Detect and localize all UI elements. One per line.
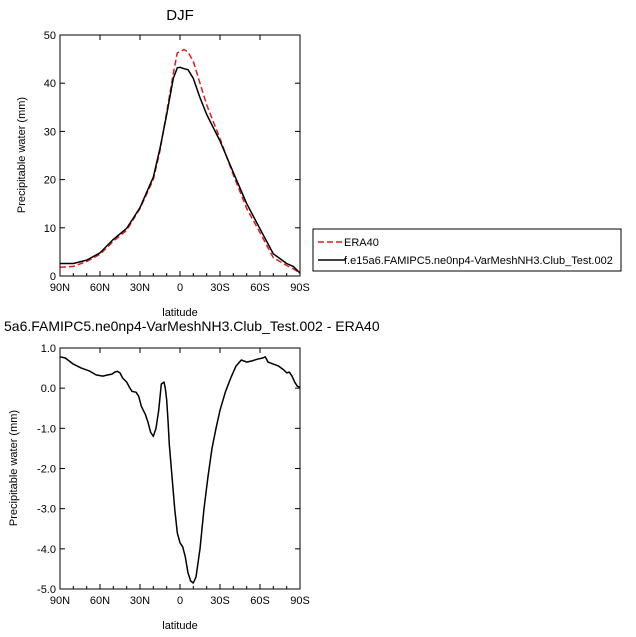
top-x-tick-label: 30N bbox=[130, 282, 150, 294]
top-x-axis-label: latitude bbox=[162, 307, 197, 319]
legend-label-series-2: f.e15a6.FAMIPC5.ne0np4-VarMeshNH3.Club_T… bbox=[344, 255, 613, 267]
top-x-tick-label: 90N bbox=[50, 282, 70, 294]
top-x-tick-label: 0 bbox=[177, 282, 183, 294]
bottom-x-tick-label: 90N bbox=[50, 595, 70, 607]
top-y-tick-label: 50 bbox=[44, 30, 56, 42]
top-y-tick-label: 0 bbox=[50, 271, 56, 283]
top-x-tick-label: 60S bbox=[250, 282, 270, 294]
bottom-x-axis-label: latitude bbox=[162, 620, 197, 632]
top-x-tick-label: 60N bbox=[90, 282, 110, 294]
bottom-x-tick-label: 90S bbox=[290, 595, 310, 607]
legend-label-series-1: ERA40 bbox=[344, 237, 379, 249]
bottom-y-tick-label: -2.0 bbox=[37, 464, 56, 476]
bottom-plot-frame bbox=[59, 347, 301, 590]
bottom-y-tick-label: 1.0 bbox=[41, 343, 56, 355]
bottom-y-tick-label: 0.0 bbox=[41, 383, 56, 395]
top-series-line-2 bbox=[60, 66, 301, 274]
top-x-tick-label: 30S bbox=[210, 282, 230, 294]
bottom-x-tick-label: 60S bbox=[250, 595, 270, 607]
top-y-tick-label: 20 bbox=[44, 175, 56, 187]
top-series-line-1 bbox=[59, 48, 301, 274]
legend-box bbox=[312, 228, 622, 272]
top-x-tick-label: 90S bbox=[290, 282, 310, 294]
bottom-y-tick-label: -1.0 bbox=[37, 423, 56, 435]
bottom-y-tick-label: -4.0 bbox=[37, 544, 56, 556]
bottom-x-tick-label: 0 bbox=[177, 595, 183, 607]
bottom-y-tick-label: -3.0 bbox=[37, 504, 56, 516]
bottom-y-axis-label: Precipitable water (mm) bbox=[8, 410, 20, 526]
top-y-tick-label: 10 bbox=[44, 223, 56, 235]
bottom-line-chart: 5a6.FAMIPC5.ne0np4-VarMeshNH3.Club_Test.… bbox=[4, 318, 380, 632]
bottom-x-tick-label: 60N bbox=[90, 595, 110, 607]
bottom-y-tick-label: -5.0 bbox=[37, 584, 56, 596]
top-y-tick-label: 40 bbox=[44, 78, 56, 90]
bottom-chart-title: 5a6.FAMIPC5.ne0np4-VarMeshNH3.Club_Test.… bbox=[4, 318, 380, 334]
top-y-axis-label: Precipitable water (mm) bbox=[16, 97, 28, 213]
bottom-series-line-1 bbox=[59, 356, 301, 584]
top-chart-legend: ERA40 f.e15a6.FAMIPC5.ne0np4-VarMeshNH3.… bbox=[312, 228, 622, 272]
top-chart-title: DJF bbox=[166, 7, 194, 24]
top-y-tick-label: 30 bbox=[44, 126, 56, 138]
bottom-x-tick-label: 30N bbox=[130, 595, 150, 607]
bottom-x-tick-label: 30S bbox=[210, 595, 230, 607]
top-line-chart: DJF Precipitable water (mm) latitude 90N… bbox=[16, 7, 310, 319]
